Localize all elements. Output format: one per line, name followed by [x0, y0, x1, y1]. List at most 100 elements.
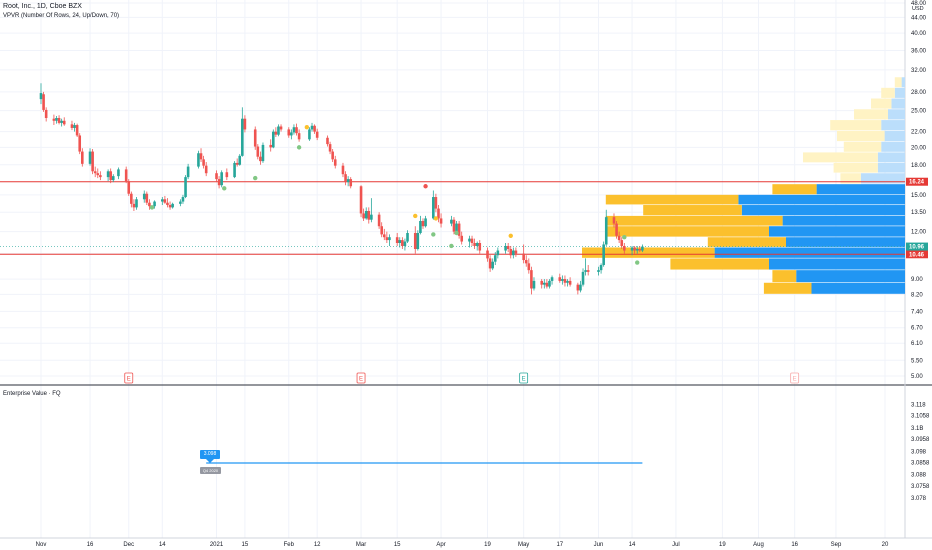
ev-axis-label: 3.078 [911, 496, 927, 502]
event-marker-dot [454, 230, 459, 236]
candle-body [127, 181, 131, 194]
candle-body [310, 125, 314, 130]
candle-body [346, 179, 350, 183]
candle-body [452, 219, 456, 232]
candle-body [313, 125, 316, 132]
volume-profile-up-bar [891, 98, 905, 109]
candle-body [633, 247, 636, 251]
ev-period-badge: Q4 2020 [200, 467, 221, 474]
event-marker-dot [431, 232, 436, 237]
candle-body [561, 279, 564, 281]
price-axis-label: 6.10 [911, 341, 923, 347]
candle-body [437, 208, 440, 219]
candle-body [111, 176, 115, 181]
event-marker-dot [304, 125, 310, 130]
price-axis-label: 28.00 [911, 90, 927, 96]
time-axis-label: Sep [831, 542, 842, 548]
candle-body [42, 94, 45, 110]
candle-body [364, 210, 368, 219]
earnings-marker [124, 372, 134, 384]
volume-profile-down-bar [772, 184, 817, 195]
volume-profile-up-bar [796, 270, 905, 283]
candle-body [168, 205, 172, 208]
volume-profile-up-bar [881, 120, 905, 131]
ev-axis-label: 3.098 [911, 449, 927, 455]
candle-body [486, 250, 489, 259]
time-axis-label: 12 [314, 542, 321, 548]
candle-body [274, 131, 278, 135]
indicator-title: Enterprise Value · FQ [3, 391, 61, 397]
event-marker-dot [635, 260, 640, 265]
candle-body [550, 277, 554, 281]
candle-body [130, 193, 133, 204]
candle-body [380, 226, 383, 235]
candle-body [623, 245, 626, 251]
candle-body [297, 133, 301, 140]
candle-body [166, 202, 169, 206]
vpvr-legend: VPVR (Number Of Rows, 24, Up/Down, 70) [3, 13, 120, 19]
candle-body [563, 279, 567, 283]
candle-body [163, 199, 167, 203]
earnings-marker-label: E [793, 377, 797, 383]
candle-body [362, 213, 365, 219]
volume-profile-down-bar [772, 270, 797, 283]
candle-body [543, 282, 546, 285]
time-axis-label: 15 [242, 542, 249, 548]
price-axis-label: 20.00 [911, 145, 927, 151]
candle-body [184, 177, 187, 198]
candle-body [530, 270, 533, 289]
candle-body [215, 173, 218, 180]
volume-profile-down-bar [871, 98, 892, 109]
last-price-badge [906, 242, 928, 251]
candle-body [599, 265, 603, 271]
volume-profile-down-bar [605, 215, 783, 226]
event-marker-dot [296, 145, 302, 150]
time-axis-label: 19 [719, 542, 726, 548]
candle-body [93, 171, 97, 174]
candle-body [44, 109, 48, 118]
candle-body [328, 144, 332, 152]
price-axis-label: 44.00 [911, 15, 927, 21]
price-axis-label: 6.70 [911, 326, 923, 332]
candle-body [421, 220, 425, 227]
price-axis-label: 7.40 [911, 309, 923, 315]
event-marker-dot [149, 205, 155, 210]
candle-body [142, 193, 146, 200]
candle-body [243, 118, 247, 130]
volume-profile-down-bar [582, 247, 715, 258]
candle-body [416, 233, 420, 249]
time-axis-label: 15 [394, 542, 401, 548]
price-axis-label: 22.00 [911, 130, 927, 136]
price-badge [906, 177, 928, 186]
candle-body [261, 144, 265, 162]
candle-body [132, 203, 136, 208]
volume-profile-down-bar [854, 109, 888, 120]
candle-body [545, 282, 549, 287]
candle-body [470, 238, 474, 243]
candle-body [99, 175, 102, 178]
candle-body [181, 197, 185, 202]
ev-badge-pointer [206, 459, 214, 463]
volume-profile-down-bar [763, 282, 812, 294]
candle-body [326, 137, 329, 145]
volume-profile-up-bar [816, 184, 905, 195]
candle-body [135, 199, 138, 208]
earnings-marker-label: E [522, 377, 526, 383]
candle-body [548, 280, 551, 287]
candle-body [568, 280, 572, 285]
candle-body [413, 233, 417, 249]
candle-body [475, 242, 479, 246]
event-marker-dot [423, 184, 428, 189]
earnings-marker-label: E [127, 377, 131, 383]
event-marker-dot [449, 243, 454, 249]
candle-body [395, 237, 399, 243]
candle-body [186, 166, 190, 178]
ev-axis-label: 3.1B [911, 426, 923, 432]
event-marker-dot [508, 233, 513, 238]
candle-body [179, 201, 182, 204]
ev-axis-label: 3.1058 [911, 413, 930, 419]
volume-profile-up-bar [786, 237, 905, 247]
price-badge-label: 16.24 [909, 180, 925, 186]
volume-profile-down-bar [643, 205, 742, 216]
